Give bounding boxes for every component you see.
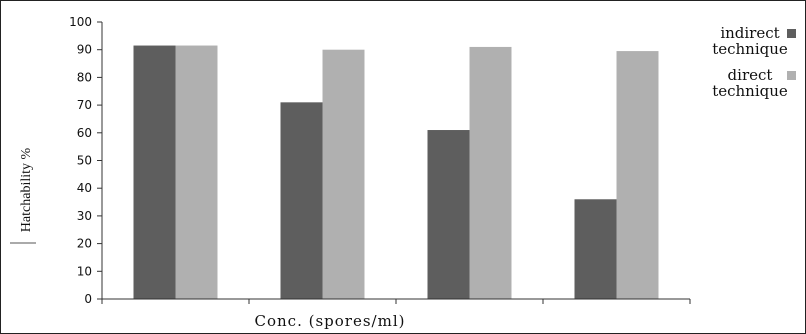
y-axis-title: Hatchability % bbox=[19, 147, 34, 232]
legend-label-line: direct bbox=[728, 66, 773, 84]
y-tick-label: 10 bbox=[77, 264, 92, 278]
bar-direct-2 bbox=[322, 49, 365, 300]
y-tick-label: 20 bbox=[77, 237, 92, 251]
y-tick-label: 30 bbox=[77, 209, 92, 223]
bar-indirect-1 bbox=[133, 45, 176, 299]
y-tick-label: 0 bbox=[84, 292, 92, 306]
y-tick-label: 50 bbox=[77, 154, 92, 168]
x-axis-ticks bbox=[101, 299, 691, 304]
y-tick-label: 40 bbox=[77, 181, 92, 195]
y-axis-ticks: 0 10 20 30 40 50 60 70 80 90 100 bbox=[69, 15, 102, 306]
bar-indirect-3 bbox=[427, 130, 470, 299]
bar-direct-1 bbox=[175, 45, 218, 299]
legend-label-line: technique bbox=[712, 82, 788, 100]
x-axis-title: Conc. (spores/ml) bbox=[255, 312, 406, 330]
bar-direct-4 bbox=[616, 51, 659, 300]
legend-label-line: indirect bbox=[720, 24, 779, 42]
y-tick-label: 70 bbox=[77, 98, 92, 112]
y-tick-label: 80 bbox=[77, 70, 92, 84]
bars bbox=[133, 45, 659, 300]
y-tick-label: 90 bbox=[77, 43, 92, 57]
bar-indirect-2 bbox=[280, 102, 323, 299]
y-tick-label: 100 bbox=[69, 15, 92, 29]
bar-indirect-4 bbox=[574, 199, 617, 299]
bar-direct-3 bbox=[469, 46, 512, 300]
legend-swatch bbox=[787, 29, 796, 38]
legend-swatch bbox=[787, 71, 796, 80]
legend-label-line: technique bbox=[712, 40, 788, 58]
y-tick-label: 60 bbox=[77, 126, 92, 140]
